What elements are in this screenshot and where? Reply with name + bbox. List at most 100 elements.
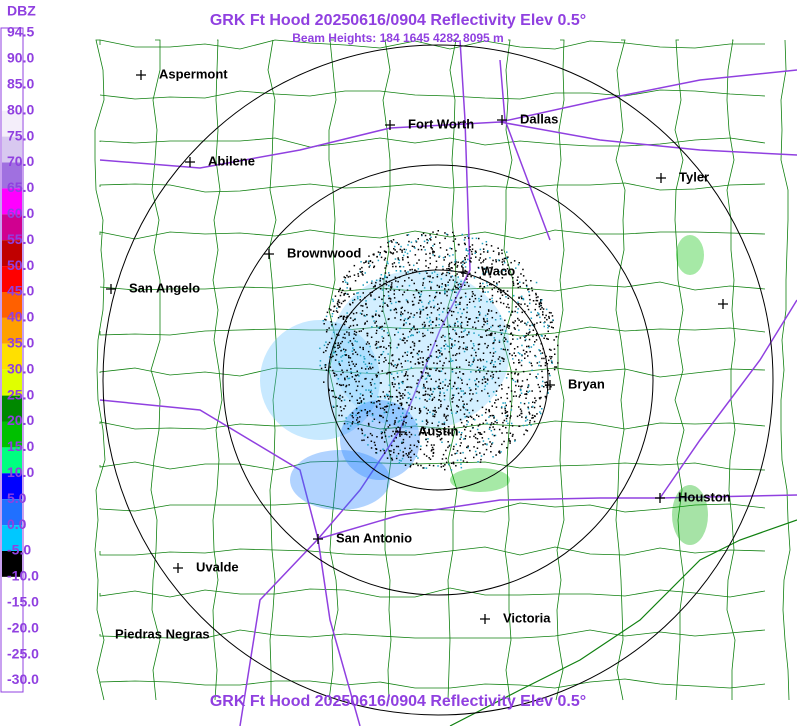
county-line <box>267 39 278 700</box>
echo-pixel <box>491 324 494 327</box>
county-line <box>99 229 766 240</box>
echo-pixel <box>491 288 493 291</box>
echo-pixel <box>490 245 493 247</box>
echo-pixel <box>410 433 413 436</box>
echo-pixel <box>422 467 424 469</box>
echo-pixel <box>459 387 462 390</box>
echo-pixel <box>464 416 467 418</box>
echo-pixel <box>466 446 468 449</box>
echo-pixel <box>339 346 341 348</box>
echo-pixel <box>515 384 517 387</box>
echo-pixel <box>398 420 401 422</box>
echo-pixel <box>460 296 463 299</box>
echo-pixel <box>332 372 335 374</box>
echo-pixel <box>438 349 440 352</box>
echo-pixel <box>511 377 514 380</box>
echo-pixel <box>339 398 341 400</box>
echo-pixel <box>470 261 472 263</box>
echo-pixel <box>407 311 409 314</box>
echo-pixel <box>402 438 405 441</box>
echo-pixel <box>474 252 476 254</box>
echo-pixel <box>420 290 423 293</box>
echo-pixel <box>338 396 341 398</box>
echo-pixel <box>432 387 435 390</box>
echo-pixel <box>497 259 500 261</box>
echo-pixel <box>351 423 353 425</box>
city-label: Houston <box>678 489 731 504</box>
echo-pixel <box>469 365 472 367</box>
echo-pixel <box>382 301 385 304</box>
echo-pixel <box>386 261 389 263</box>
echo-pixel <box>421 323 424 326</box>
echo-pixel <box>432 254 434 256</box>
echo-pixel <box>406 454 409 457</box>
echo-pixel <box>474 433 477 436</box>
echo-pixel <box>428 432 430 434</box>
echo-pixel <box>438 435 440 437</box>
county-line <box>99 629 766 639</box>
echo-pixel <box>410 386 413 389</box>
echo-pixel <box>457 284 459 286</box>
echo-pixel <box>508 438 510 440</box>
echo-pixel <box>360 402 362 404</box>
echo-pixel <box>485 408 487 411</box>
echo-pixel <box>400 402 403 404</box>
echo-pixel <box>490 334 492 337</box>
echo-pixel <box>461 432 463 434</box>
echo-pixel <box>502 421 504 424</box>
echo-pixel <box>410 459 412 461</box>
echo-pixel <box>517 317 519 320</box>
echo-pixel <box>404 318 406 320</box>
echo-pixel <box>337 317 340 319</box>
echo-pixel <box>441 286 443 288</box>
echo-pixel <box>456 410 458 413</box>
echo-pixel <box>513 294 515 297</box>
echo-pixel <box>479 312 481 314</box>
echo-pixel <box>462 400 464 402</box>
echo-pixel <box>493 340 495 342</box>
echo-pixel <box>424 249 426 251</box>
echo-pixel <box>429 234 431 236</box>
echo-pixel <box>436 344 438 347</box>
echo-pixel <box>505 404 507 407</box>
echo-pixel <box>462 347 465 350</box>
echo-pixel <box>433 388 436 390</box>
echo-pixel <box>391 363 393 366</box>
echo-pixel <box>523 335 525 337</box>
echo-pixel <box>401 403 403 406</box>
echo-pixel <box>504 293 507 295</box>
echo-pixel <box>442 311 444 313</box>
echo-pixel <box>359 409 361 412</box>
echo-pixel <box>534 341 536 343</box>
echo-pixel <box>497 398 499 401</box>
echo-pixel <box>434 340 437 342</box>
echo-pixel <box>527 391 529 393</box>
echo-pixel <box>448 272 451 275</box>
echo-pixel <box>538 349 540 351</box>
echo-pixel <box>433 254 436 257</box>
echo-pixel <box>355 407 358 410</box>
echo-pixel <box>447 288 450 291</box>
echo-pixel <box>390 287 392 289</box>
echo-pixel <box>411 417 413 419</box>
echo-pixel <box>502 357 504 360</box>
echo-pixel <box>530 346 533 348</box>
echo-pixel <box>370 295 372 297</box>
legend-label: 75.0 <box>7 127 34 143</box>
echo-pixel <box>477 320 480 322</box>
echo-pixel <box>332 310 335 312</box>
echo-pixel <box>447 284 449 286</box>
echo-pixel <box>438 256 440 258</box>
echo-pixel <box>465 316 468 319</box>
echo-pixel <box>473 332 475 334</box>
echo-pixel <box>409 269 411 271</box>
echo-pixel <box>504 270 507 273</box>
echo-pixel <box>482 288 484 290</box>
echo-pixel <box>434 409 436 412</box>
echo-pixel <box>474 294 476 297</box>
echo-pixel <box>397 331 399 334</box>
echo-pixel <box>479 257 481 259</box>
city-marker <box>264 249 274 259</box>
echo-pixel <box>431 446 434 449</box>
legend-swatch <box>2 654 22 681</box>
